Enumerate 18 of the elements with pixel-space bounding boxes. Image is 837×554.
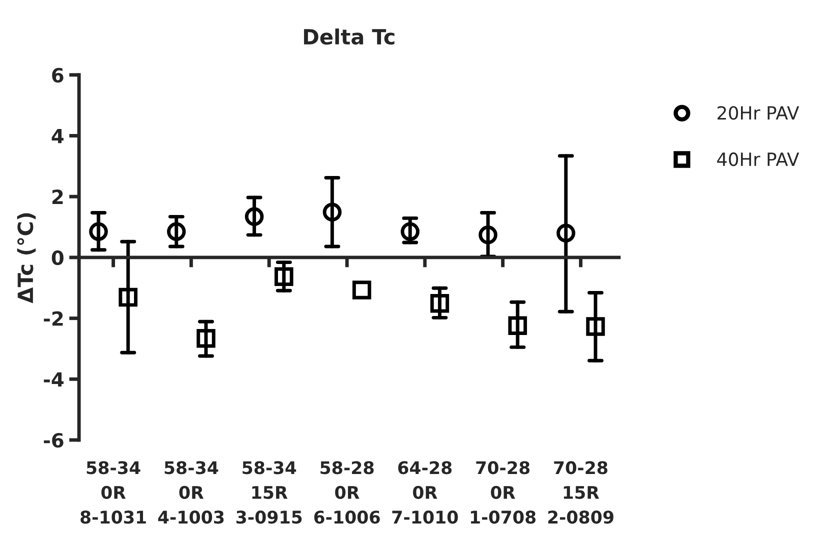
y-tick-label: -4	[44, 372, 64, 387]
y-tick-label: -6	[44, 432, 64, 448]
x-tick-label: 70-28 15R 2-0809	[548, 461, 614, 524]
x-tick-label: 58-28 0R 6-1006	[314, 461, 380, 524]
x-tick-label: 58-34 0R 8-1031	[80, 461, 146, 524]
y-tick-label: 4	[52, 128, 64, 144]
x-tick-label: 58-34 15R 3-0915	[236, 461, 302, 524]
x-tick-label: 70-28 0R 1-0708	[470, 461, 536, 524]
y-axis-title: ΔTc (°C)	[17, 213, 36, 304]
chart-title: Delta Tc	[304, 28, 394, 45]
y-tick-label: 0	[52, 250, 64, 266]
x-tick-label: 58-34 0R 4-1003	[158, 461, 224, 524]
y-tick-label: -2	[44, 311, 63, 326]
x-tick-label: 64-28 0R 7-1010	[392, 461, 458, 524]
legend-label: 20Hr PAV	[718, 106, 800, 120]
y-tick-label: 2	[52, 190, 63, 204]
y-tick-label: 6	[52, 68, 64, 83]
legend-label: 40Hr PAV	[717, 152, 800, 166]
